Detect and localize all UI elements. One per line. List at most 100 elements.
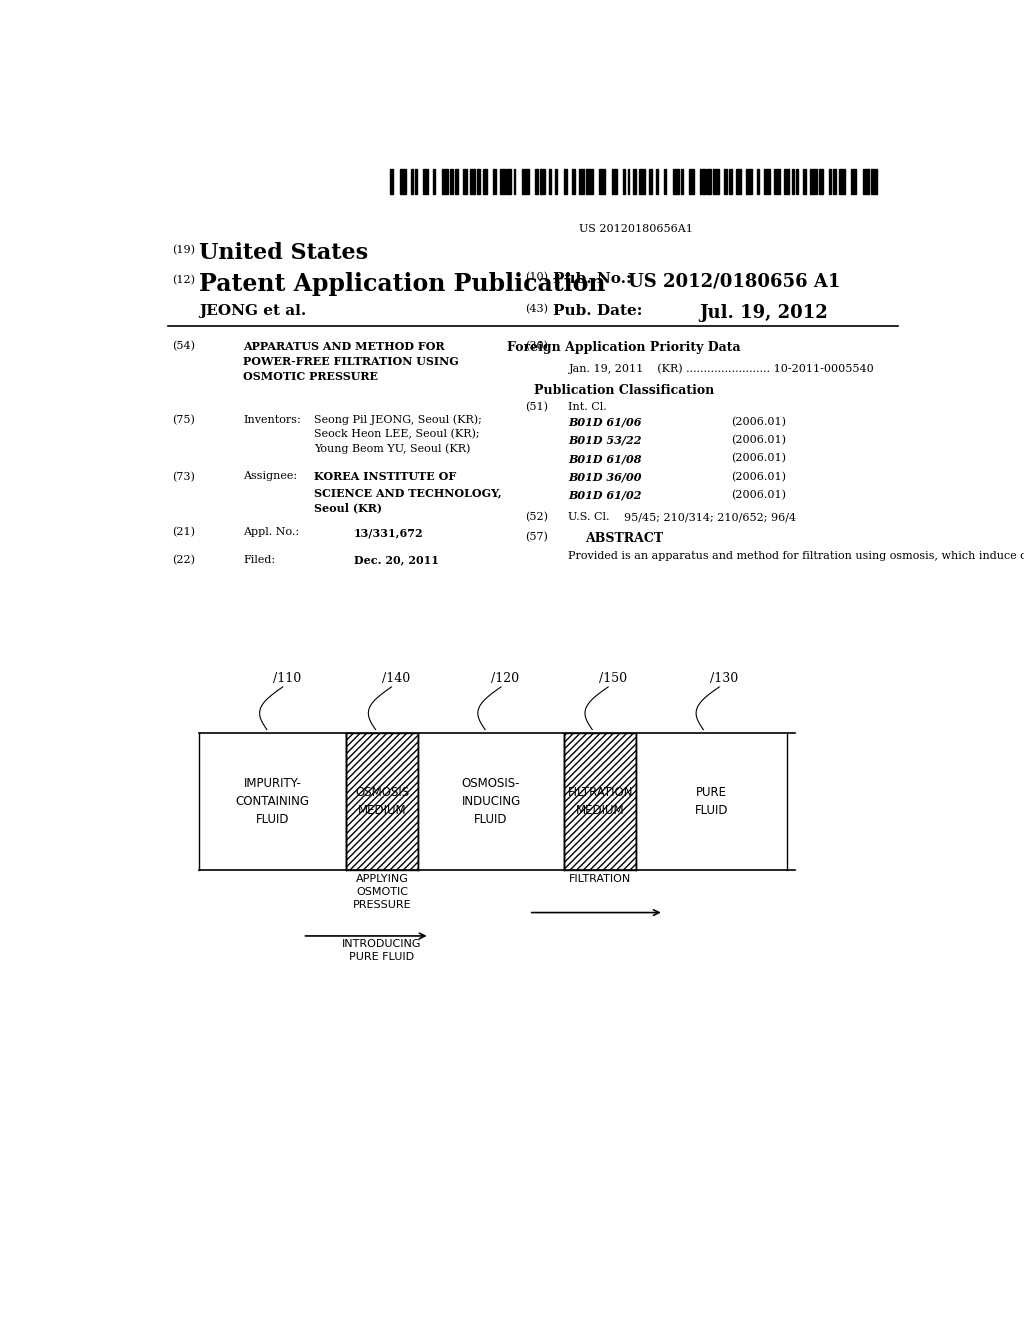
Text: INTRODUCING
PURE FLUID: INTRODUCING PURE FLUID xyxy=(342,939,422,962)
Bar xyxy=(828,169,831,194)
Bar xyxy=(390,169,393,194)
Text: (75): (75) xyxy=(172,414,195,425)
Text: (43): (43) xyxy=(524,304,548,314)
Text: Appl. No.:: Appl. No.: xyxy=(243,528,299,537)
Bar xyxy=(599,169,605,194)
Bar xyxy=(673,169,679,194)
Bar xyxy=(555,169,557,194)
Bar xyxy=(494,169,496,194)
Bar xyxy=(639,169,645,194)
Bar xyxy=(612,169,616,194)
Bar xyxy=(564,733,636,870)
Text: Seong Pil JEONG, Seoul (KR);
Seock Heon LEE, Seoul (KR);
Young Beom YU, Seoul (K: Seong Pil JEONG, Seoul (KR); Seock Heon … xyxy=(314,414,482,454)
Bar xyxy=(535,169,538,194)
Bar xyxy=(522,169,529,194)
Bar xyxy=(636,733,786,870)
Bar xyxy=(681,169,683,194)
Bar xyxy=(477,169,480,194)
Text: (19): (19) xyxy=(172,244,195,255)
Text: /140: /140 xyxy=(382,672,411,685)
Bar xyxy=(803,169,806,194)
Bar xyxy=(746,169,753,194)
Text: APPARATUS AND METHOD FOR
POWER-FREE FILTRATION USING
OSMOTIC PRESSURE: APPARATUS AND METHOD FOR POWER-FREE FILT… xyxy=(243,342,459,381)
Bar xyxy=(400,169,406,194)
Text: 13/331,672: 13/331,672 xyxy=(354,528,424,539)
Text: Jul. 19, 2012: Jul. 19, 2012 xyxy=(699,304,828,322)
Bar xyxy=(839,169,846,194)
Bar xyxy=(346,733,418,870)
Bar xyxy=(774,169,780,194)
Bar xyxy=(851,169,856,194)
Text: Inventors:: Inventors: xyxy=(243,414,301,425)
Bar xyxy=(571,169,574,194)
Text: OSMOSIS-
INDUCING
FLUID: OSMOSIS- INDUCING FLUID xyxy=(462,776,520,826)
Bar xyxy=(633,169,636,194)
Bar xyxy=(580,169,584,194)
Bar xyxy=(862,169,868,194)
Text: /110: /110 xyxy=(273,672,301,685)
Bar xyxy=(665,169,667,194)
Text: /120: /120 xyxy=(492,672,519,685)
Bar xyxy=(729,169,732,194)
Text: (51): (51) xyxy=(524,403,548,413)
Bar xyxy=(507,169,511,194)
Text: FILTRATION: FILTRATION xyxy=(569,874,632,884)
Text: KOREA INSTITUTE OF
SCIENCE AND TECHNOLOGY,
Seoul (KR): KOREA INSTITUTE OF SCIENCE AND TECHNOLOG… xyxy=(314,471,502,513)
Bar xyxy=(764,169,770,194)
Text: (73): (73) xyxy=(172,471,195,482)
Bar xyxy=(648,169,651,194)
Bar xyxy=(834,169,837,194)
Text: US 2012/0180656 A1: US 2012/0180656 A1 xyxy=(628,272,841,290)
Bar xyxy=(415,169,417,194)
Bar xyxy=(810,169,816,194)
Bar xyxy=(470,169,474,194)
Bar xyxy=(708,169,711,194)
Bar xyxy=(784,169,788,194)
Bar xyxy=(423,169,428,194)
Text: (54): (54) xyxy=(172,342,195,351)
Text: Provided is an apparatus and method for filtration using osmosis, which induce o: Provided is an apparatus and method for … xyxy=(568,550,1024,561)
Text: JEONG et al.: JEONG et al. xyxy=(200,304,306,318)
Text: (52): (52) xyxy=(524,512,548,523)
Text: US 20120180656A1: US 20120180656A1 xyxy=(579,224,693,235)
Bar xyxy=(418,733,564,870)
Bar xyxy=(656,169,658,194)
Text: OSMOSIS
MEDIUM: OSMOSIS MEDIUM xyxy=(355,785,409,817)
Text: (21): (21) xyxy=(172,528,195,537)
Bar xyxy=(628,169,630,194)
Text: Assignee:: Assignee: xyxy=(243,471,297,482)
Text: (10): (10) xyxy=(524,272,548,282)
Bar xyxy=(796,169,798,194)
Bar xyxy=(689,169,694,194)
Text: B01D 61/02: B01D 61/02 xyxy=(568,490,642,500)
Text: (30): (30) xyxy=(524,342,548,351)
Bar xyxy=(411,169,413,194)
Bar xyxy=(819,169,823,194)
Text: Int. Cl.: Int. Cl. xyxy=(568,403,607,412)
Bar xyxy=(757,169,759,194)
Text: IMPURITY-
CONTAINING
FLUID: IMPURITY- CONTAINING FLUID xyxy=(236,776,310,826)
Text: Foreign Application Priority Data: Foreign Application Priority Data xyxy=(507,342,740,354)
Text: B01D 61/08: B01D 61/08 xyxy=(568,453,642,465)
Text: (2006.01): (2006.01) xyxy=(731,490,786,500)
Text: Pub. Date:: Pub. Date: xyxy=(553,304,642,318)
Text: (57): (57) xyxy=(524,532,548,543)
Text: Filed:: Filed: xyxy=(243,554,275,565)
Text: /130: /130 xyxy=(710,672,738,685)
Text: 95/45; 210/314; 210/652; 96/4: 95/45; 210/314; 210/652; 96/4 xyxy=(624,512,796,523)
Bar xyxy=(200,733,346,870)
Bar xyxy=(724,169,727,194)
Text: U.S. Cl.: U.S. Cl. xyxy=(568,512,610,523)
Text: United States: United States xyxy=(200,242,369,264)
Text: PURE
FLUID: PURE FLUID xyxy=(694,785,728,817)
Bar xyxy=(735,169,741,194)
Text: APPLYING
OSMOTIC
PRESSURE: APPLYING OSMOTIC PRESSURE xyxy=(352,874,412,911)
Bar xyxy=(871,169,878,194)
Text: (2006.01): (2006.01) xyxy=(731,471,786,482)
Bar xyxy=(699,169,706,194)
Bar xyxy=(441,169,447,194)
Bar xyxy=(713,169,719,194)
Bar xyxy=(624,169,626,194)
Text: Publication Classification: Publication Classification xyxy=(534,384,714,397)
Text: (2006.01): (2006.01) xyxy=(731,417,786,426)
